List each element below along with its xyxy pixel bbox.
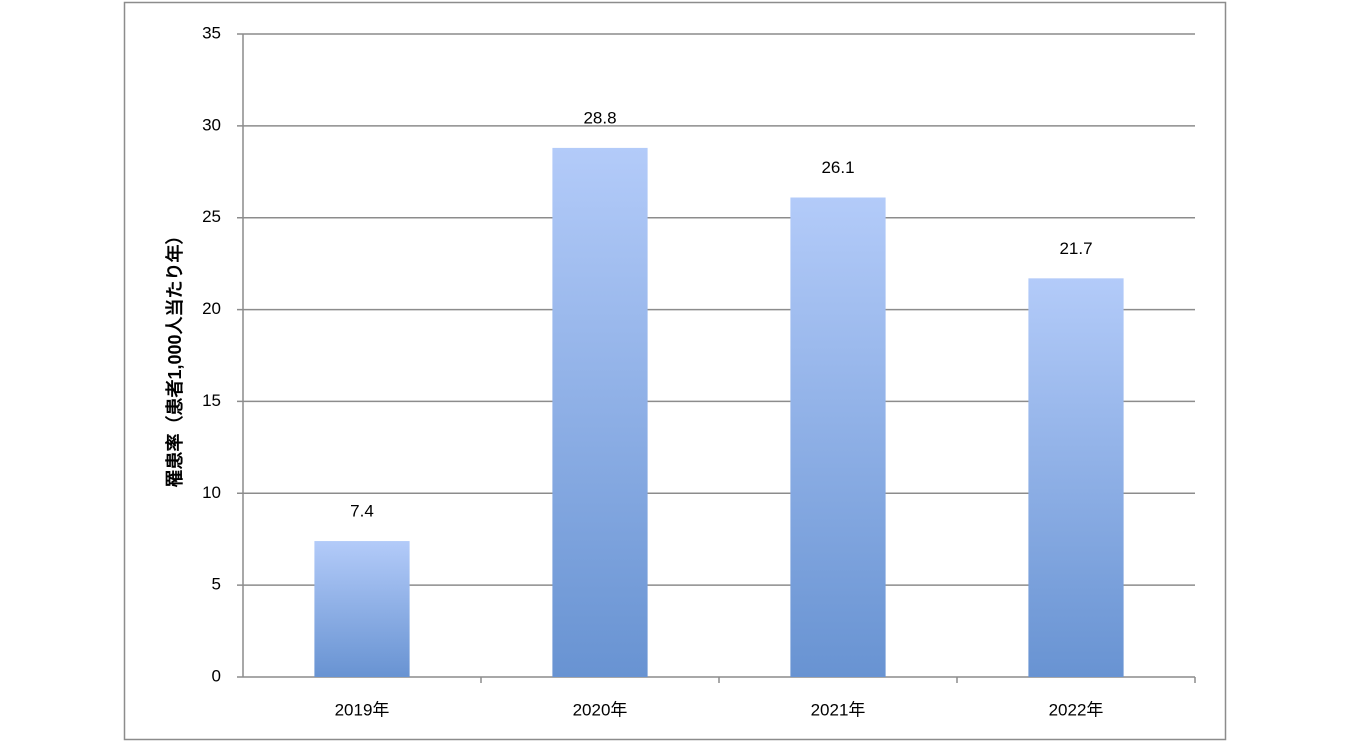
y-tick-label: 0 — [212, 666, 221, 685]
bar — [552, 147, 648, 678]
bar — [1028, 278, 1124, 677]
y-tick-label: 35 — [202, 23, 221, 42]
y-tick-label: 20 — [202, 299, 221, 318]
y-tick-label: 5 — [212, 575, 221, 594]
y-tick-label: 30 — [202, 115, 221, 134]
data-label: 7.4 — [350, 502, 374, 521]
bar — [790, 197, 886, 677]
data-label: 28.8 — [583, 108, 616, 127]
data-label: 26.1 — [821, 158, 854, 177]
bar — [314, 541, 410, 677]
y-tick-label: 25 — [202, 207, 221, 226]
x-tick-label: 2021年 — [811, 700, 866, 719]
x-tick-label: 2020年 — [573, 700, 628, 719]
data-label: 21.7 — [1059, 239, 1092, 258]
y-axis-label: 罹患率（患者1,000人当たり年） — [164, 226, 185, 487]
y-tick-label: 10 — [202, 483, 221, 502]
x-tick-label: 2022年 — [1049, 700, 1104, 719]
x-tick-label: 2019年 — [335, 700, 390, 719]
y-tick-label: 15 — [202, 391, 221, 410]
